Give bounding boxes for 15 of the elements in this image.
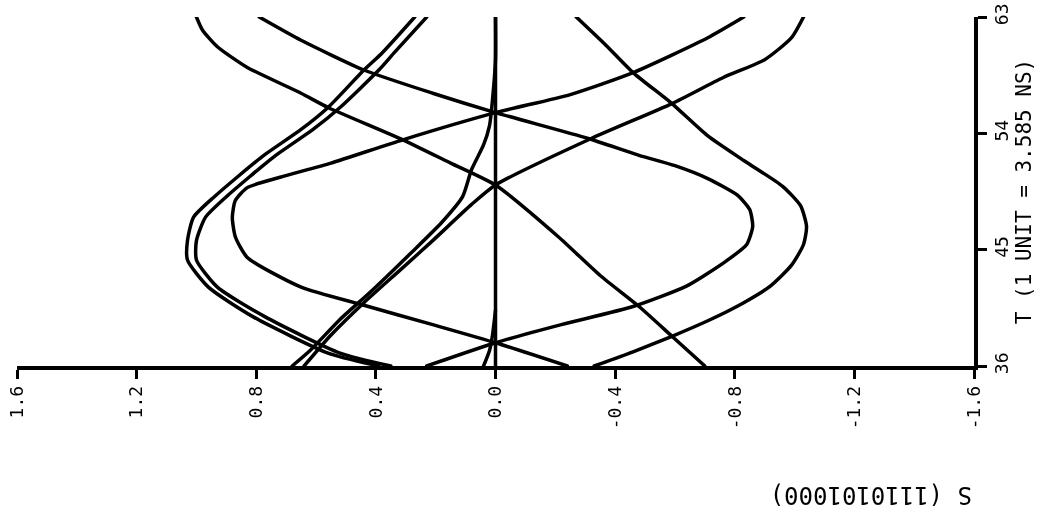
y-tick-label: 45	[991, 236, 1013, 258]
y-axis-title: T (1 UNIT = 3.585 NS)	[1012, 58, 1037, 325]
y-tick-label: 36	[991, 352, 1013, 375]
x-tick-label: 1.6	[5, 385, 27, 419]
x-tick-label: 0.8	[245, 385, 267, 419]
y-tick-label: 54	[991, 119, 1013, 142]
x-tick-label: 0.0	[484, 385, 506, 419]
x-axis-title: S (1110101000)	[769, 481, 972, 509]
x-tick-label: -0.8	[723, 385, 745, 430]
x-tick-label: 1.2	[125, 385, 147, 419]
x-tick-label: 0.4	[364, 385, 386, 419]
x-tick-label: -1.6	[962, 385, 984, 430]
x-tick-label: -1.2	[843, 385, 865, 430]
y-tick-label: 63	[991, 3, 1013, 26]
x-tick-label: -0.4	[603, 385, 625, 430]
